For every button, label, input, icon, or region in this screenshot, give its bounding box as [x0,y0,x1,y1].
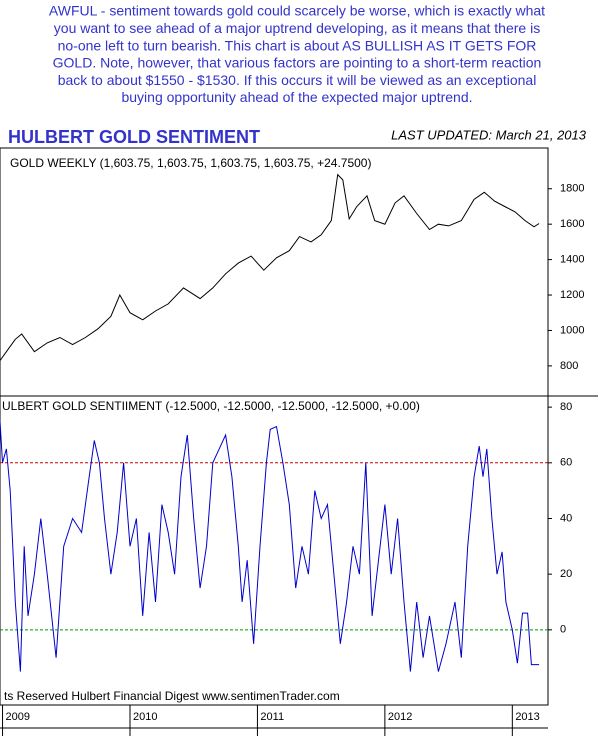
x-tick-label: 2009 [6,711,30,723]
y-tick-label: 1600 [560,218,584,230]
plot-frame [0,147,549,706]
annotation-line: no-one left to turn bearish. This chart … [58,37,537,53]
annotation-line: you want to see ahead of a major uptrend… [54,20,540,36]
y-tick-label: 1800 [560,183,584,195]
y-tick-label: 20 [560,568,572,580]
y-tick-label: 1000 [560,324,584,336]
y-tick-label: 60 [560,457,572,469]
series-label: GOLD WEEKLY (1,603.75, 1,603.75, 1,603.7… [10,156,371,170]
x-tick-label: 2011 [260,711,284,723]
annotation-line: AWFUL - sentiment towards gold could sca… [49,3,545,19]
chart-title: HULBERT GOLD SENTIMENT [8,127,260,147]
annotation-line: GOLD. Note, however, that various factor… [53,55,542,71]
series-line [0,173,540,361]
series-line [0,421,540,672]
annotation-line: back to about $1550 - $1530. If this occ… [58,72,537,88]
y-tick-label: 40 [560,512,572,524]
y-tick-label: 0 [560,624,566,636]
y-tick-label: 80 [560,401,572,413]
footer: ts Reserved Hulbert Financial Digest www… [4,689,340,703]
y-tick-label: 1200 [560,289,584,301]
x-tick-label: 2010 [133,711,157,723]
series-label: ULBERT GOLD SENTIIMENT (-12.5000, -12.50… [2,399,420,413]
x-tick-label: 2012 [388,711,412,723]
x-tick-label: 2013 [515,711,539,723]
y-tick-label: 800 [560,360,578,372]
y-tick-label: 1400 [560,254,584,266]
last-updated: LAST UPDATED: March 21, 2013 [391,127,587,142]
annotation-line: buying opportunity ahead of the expected… [121,89,472,105]
